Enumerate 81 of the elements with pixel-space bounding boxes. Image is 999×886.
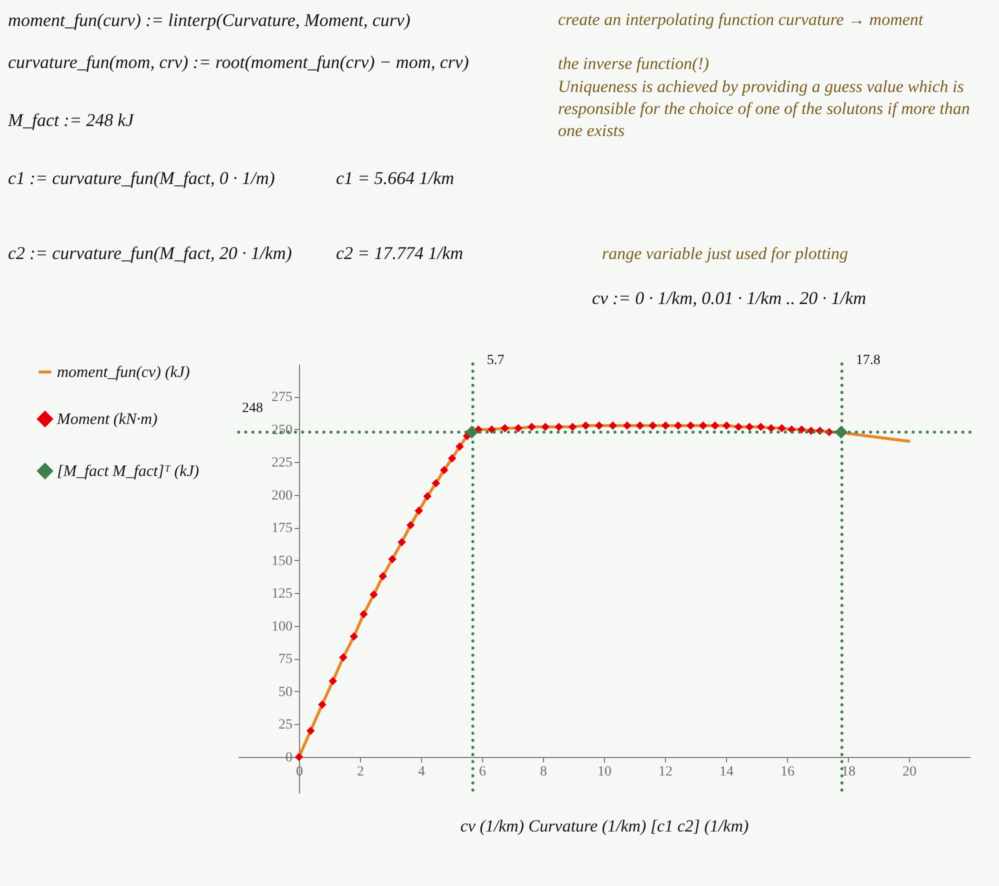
text: curvature_fun(mom, crv) := root(moment_fun(crv) − mom, crv) bbox=[8, 52, 469, 73]
text: M_fact := 248 kJ bbox=[8, 110, 134, 131]
point bbox=[528, 422, 536, 432]
point bbox=[448, 454, 456, 462]
point bbox=[294, 752, 304, 762]
point bbox=[648, 421, 657, 430]
point bbox=[318, 700, 326, 709]
y-tick-label: 125 bbox=[272, 586, 292, 602]
point bbox=[541, 422, 550, 432]
text: moment_fun(curv) := linterp(Curvature, Moment, curv) bbox=[8, 10, 410, 31]
point bbox=[698, 421, 708, 430]
point bbox=[388, 554, 397, 564]
point bbox=[370, 590, 378, 599]
point bbox=[722, 421, 731, 430]
y-tick-label: 100 bbox=[272, 619, 292, 634]
point bbox=[608, 421, 618, 430]
text: create an interpolating function curvature → moment bbox=[558, 10, 924, 30]
point bbox=[350, 632, 358, 641]
point bbox=[674, 421, 682, 430]
text: cv := 0 · 1/km, 0.01 · 1/km .. 20 · 1/km bbox=[592, 288, 866, 309]
y-tick-label: 75 bbox=[278, 652, 292, 668]
text: c2 := curvature_fun(M_fact, 20 · 1/km) bbox=[8, 243, 292, 264]
text: the inverse function(!) bbox=[558, 54, 710, 74]
point bbox=[745, 422, 754, 432]
point bbox=[582, 421, 590, 430]
x-tick-label: 2 bbox=[357, 764, 364, 780]
point bbox=[414, 506, 424, 515]
y-tick-label: 275 bbox=[272, 390, 292, 406]
point bbox=[797, 425, 806, 434]
y-tick-label: 175 bbox=[272, 521, 292, 536]
point bbox=[594, 421, 604, 430]
x-tick-label: 18 bbox=[842, 764, 856, 780]
point bbox=[778, 424, 786, 432]
y-tick-label: 50 bbox=[278, 684, 292, 700]
point bbox=[622, 421, 632, 430]
point bbox=[686, 421, 695, 430]
point bbox=[710, 421, 720, 430]
point bbox=[734, 422, 743, 432]
y-tick-label: 150 bbox=[272, 554, 292, 569]
point bbox=[359, 610, 368, 618]
y-tick-label: 225 bbox=[272, 456, 292, 471]
x-tick-label: 16 bbox=[780, 764, 794, 780]
point bbox=[500, 424, 510, 432]
x-tick-label: 8 bbox=[540, 764, 547, 780]
point bbox=[406, 520, 415, 530]
point bbox=[423, 492, 432, 500]
point bbox=[554, 422, 564, 432]
legend-label: Moment (kN·m) bbox=[56, 411, 158, 428]
point bbox=[756, 422, 765, 432]
point bbox=[636, 421, 644, 430]
legend-label: moment_fun(cv) (kJ) bbox=[57, 364, 190, 381]
point bbox=[398, 538, 406, 546]
point bbox=[440, 466, 448, 474]
text: c2 = 17.774 1/km bbox=[336, 243, 464, 264]
point bbox=[514, 424, 522, 432]
text: c1 = 5.664 1/km bbox=[336, 168, 454, 189]
x-axis-title: cv (1/km) Curvature (1/km) [c1 c2] (1/km) bbox=[460, 816, 749, 836]
x-tick-label: 4 bbox=[418, 764, 425, 780]
text: c1 := curvature_fun(M_fact, 0 · 1/m) bbox=[8, 168, 275, 189]
y-tick-label: 200 bbox=[272, 488, 292, 504]
text: range variable just used for plotting bbox=[602, 244, 848, 264]
point bbox=[766, 424, 776, 432]
x-tick-label: 14 bbox=[720, 764, 734, 780]
point bbox=[328, 676, 338, 686]
point bbox=[661, 421, 670, 430]
point bbox=[432, 479, 440, 488]
point bbox=[568, 422, 577, 432]
text: Uniqueness is achieved by providing a guess value which is responsible for the choice of one of the solutons if more than one exists bbox=[558, 76, 971, 142]
point bbox=[306, 726, 315, 735]
ref-line-label: 5.7 bbox=[486, 353, 504, 368]
x-tick-label: 6 bbox=[479, 764, 486, 780]
point bbox=[339, 653, 348, 662]
point bbox=[378, 572, 388, 580]
x-tick-label: 20 bbox=[902, 764, 916, 780]
x-tick-label: 12 bbox=[658, 764, 672, 780]
x-tick-label: 10 bbox=[598, 764, 612, 780]
point bbox=[456, 442, 464, 451]
ref-line-label: 17.8 bbox=[856, 353, 880, 368]
y-tick-label: 25 bbox=[278, 718, 292, 733]
ref-line-label: 248 bbox=[242, 401, 263, 416]
legend-label: [M_fact M_fact]ᵀ (kJ) bbox=[57, 463, 200, 480]
